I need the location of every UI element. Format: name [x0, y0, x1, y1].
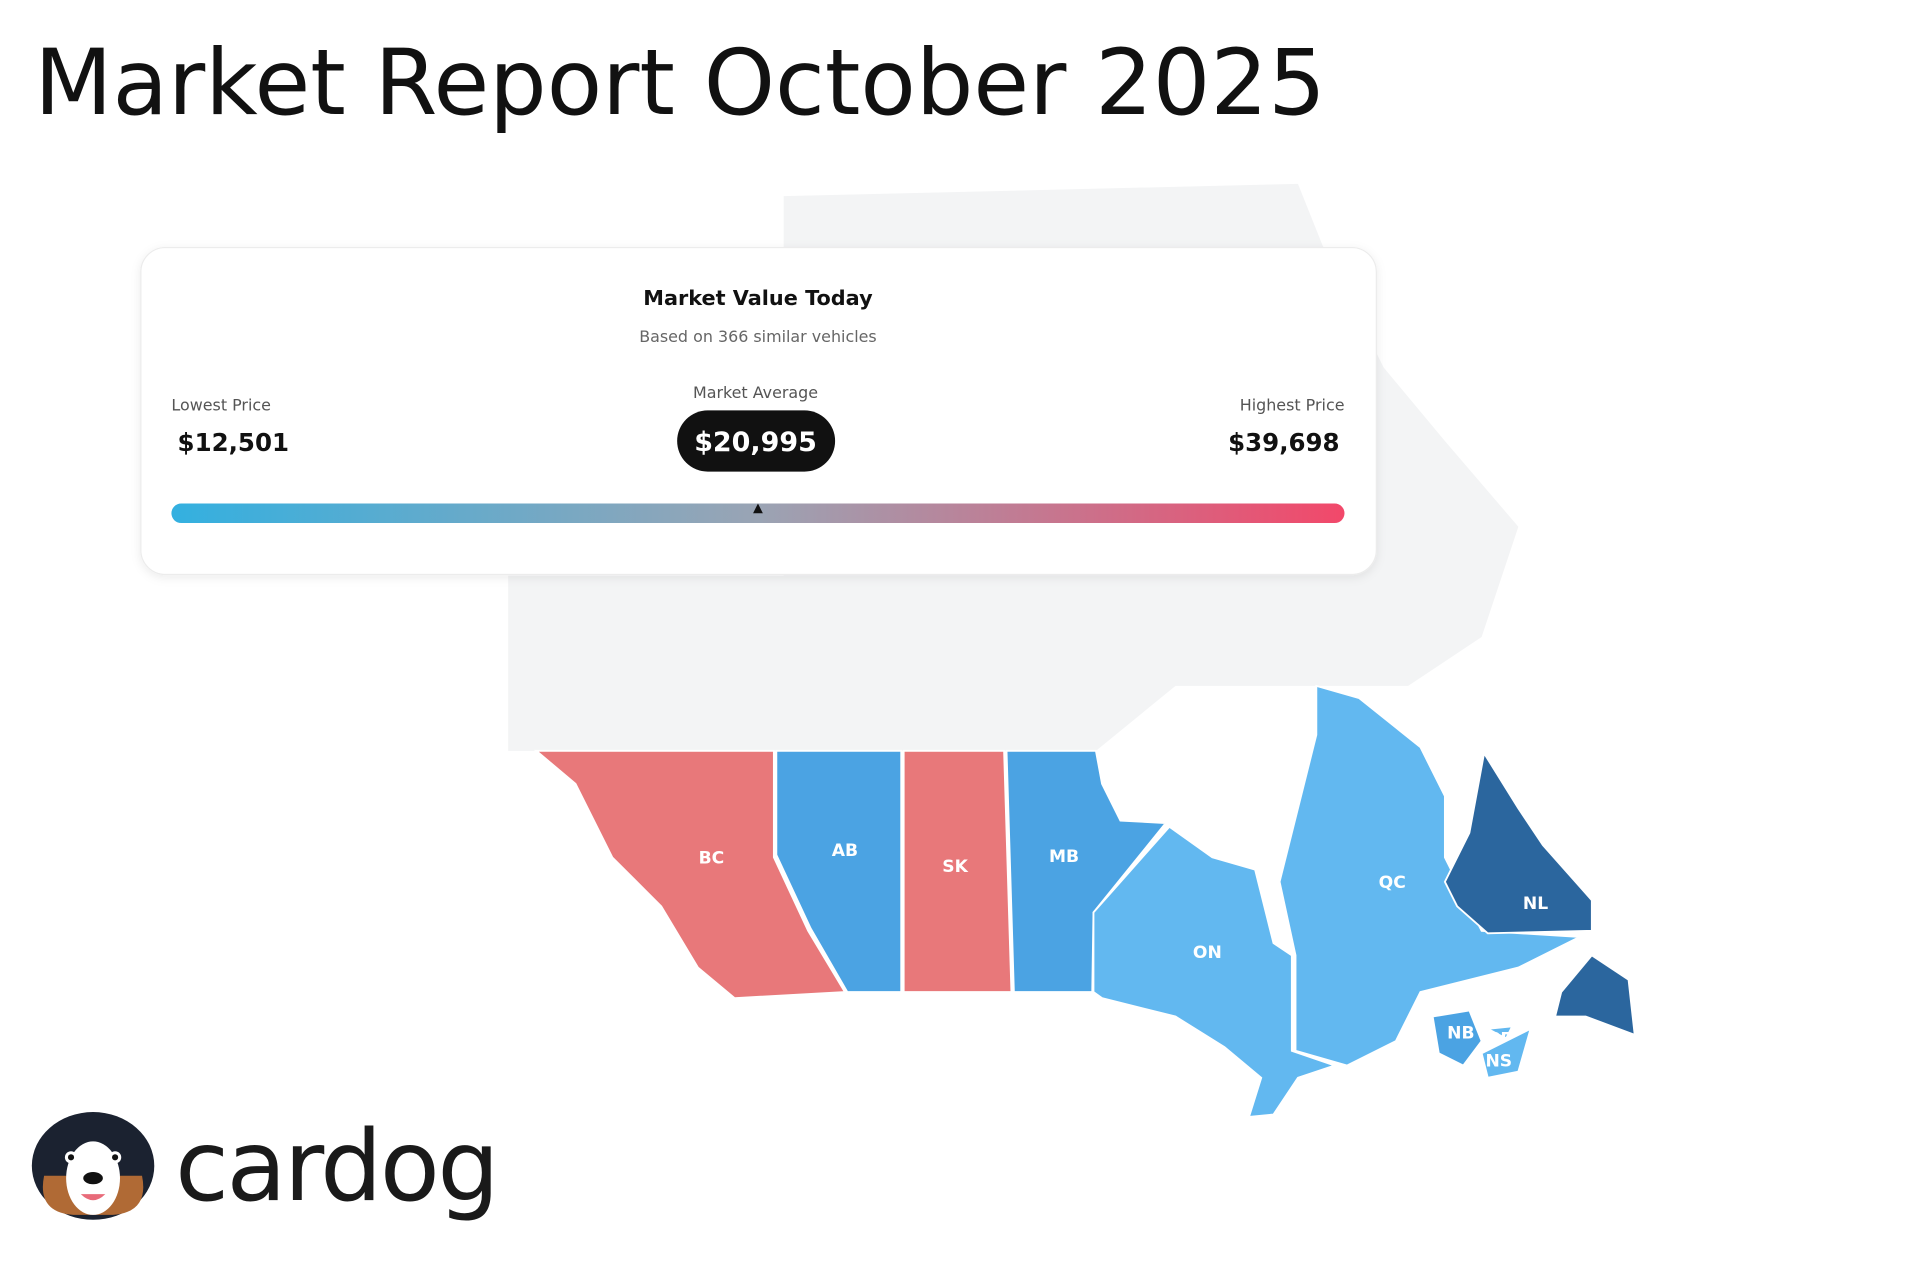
brand-name: cardog: [175, 1110, 497, 1224]
province: [1005, 749, 1168, 993]
province: [775, 749, 903, 993]
province: [1484, 1025, 1514, 1040]
province: [1431, 1009, 1483, 1067]
card-subtitle: Based on 366 similar vehicles: [639, 327, 876, 346]
province-label: NB: [1447, 1024, 1474, 1044]
province: [1480, 1027, 1533, 1079]
average-label: Market Average: [693, 383, 818, 402]
province: [1092, 825, 1338, 1118]
province-label: NS: [1485, 1052, 1512, 1072]
highest-value: $39,698: [1228, 428, 1339, 457]
average-pill: [677, 410, 836, 472]
province-label: SK: [942, 857, 968, 877]
province-label: QC: [1379, 873, 1406, 893]
province: [902, 749, 1013, 993]
province: [1443, 750, 1593, 935]
page-title: Market Report October 2025: [34, 31, 1325, 136]
lowest-label: Lowest Price: [171, 395, 271, 414]
province: [1553, 954, 1636, 1037]
brand-logo: [31, 1112, 155, 1220]
province-label: NL: [1523, 894, 1548, 914]
highest-label: Highest Price: [1240, 395, 1345, 414]
card-title: Market Value Today: [643, 286, 873, 310]
province-label: BC: [699, 848, 725, 868]
lowest-value: $12,501: [178, 428, 289, 457]
average-marker: [753, 503, 763, 514]
province: [533, 749, 847, 1000]
province-label: AB: [832, 841, 858, 861]
average-value: $20,995: [694, 427, 817, 458]
province-label: MB: [1049, 847, 1079, 867]
province-label: ON: [1193, 943, 1222, 963]
